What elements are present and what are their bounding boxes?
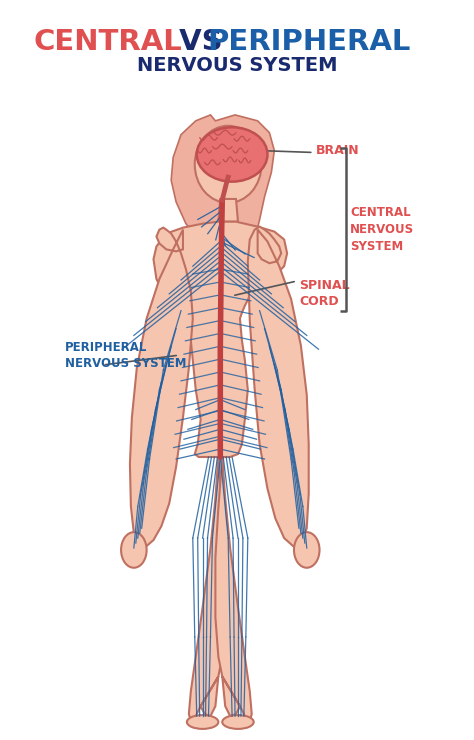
Text: VS: VS	[169, 27, 233, 56]
Text: BRAIN: BRAIN	[316, 144, 359, 157]
Ellipse shape	[121, 532, 146, 568]
Polygon shape	[154, 222, 287, 457]
Polygon shape	[189, 457, 225, 721]
Polygon shape	[248, 226, 309, 546]
Text: PERIPHERAL
NERVOUS SYSTEM: PERIPHERAL NERVOUS SYSTEM	[65, 340, 187, 370]
Text: NERVOUS SYSTEM: NERVOUS SYSTEM	[137, 56, 337, 75]
Text: CENTRAL
NERVOUS
SYSTEM: CENTRAL NERVOUS SYSTEM	[350, 206, 414, 252]
Ellipse shape	[222, 715, 254, 729]
Polygon shape	[219, 199, 238, 222]
Polygon shape	[171, 115, 274, 256]
Ellipse shape	[197, 127, 267, 181]
Text: PERIPHERAL: PERIPHERAL	[208, 27, 411, 56]
Text: CENTRAL: CENTRAL	[34, 27, 182, 56]
Polygon shape	[130, 228, 193, 546]
Ellipse shape	[195, 126, 262, 203]
Ellipse shape	[294, 532, 319, 568]
Ellipse shape	[187, 715, 219, 729]
Text: SPINAL
CORD: SPINAL CORD	[299, 279, 349, 308]
Polygon shape	[215, 457, 252, 721]
